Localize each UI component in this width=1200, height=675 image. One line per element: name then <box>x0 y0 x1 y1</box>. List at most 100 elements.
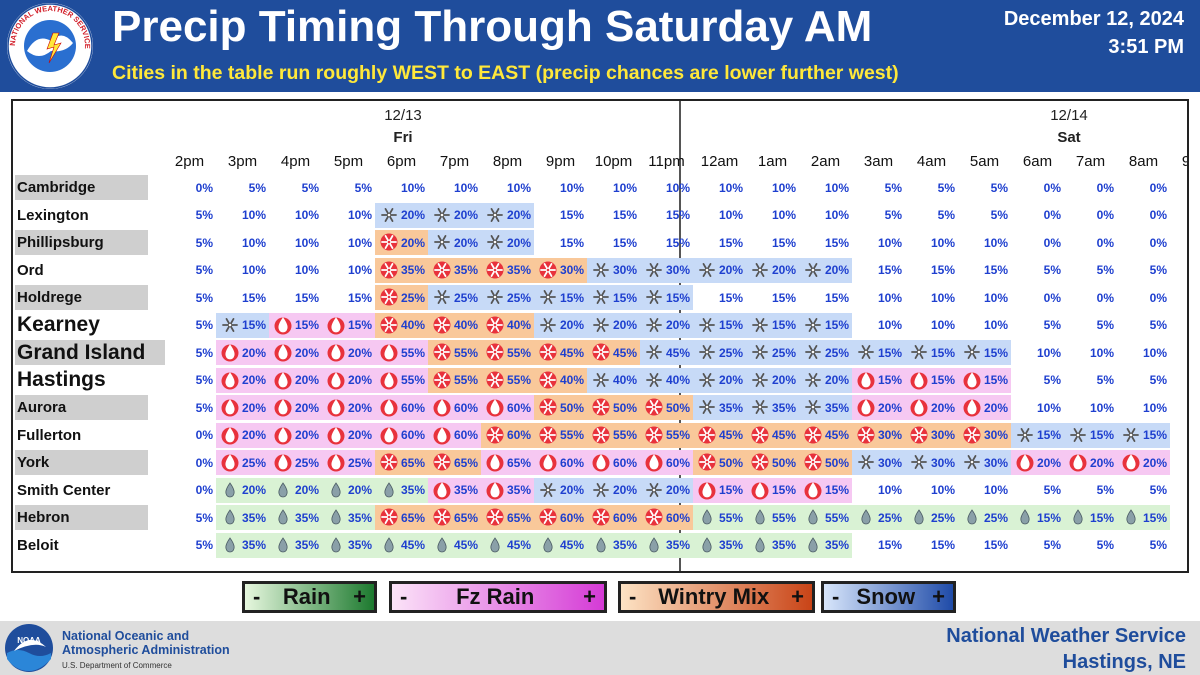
forecast-cell: 55% <box>375 340 428 365</box>
forecast-cell: 5% <box>958 175 1011 200</box>
precip-chance: 35% <box>294 538 319 552</box>
legend-label: Fz Rain <box>456 584 535 609</box>
forecast-cell: 20% <box>905 395 958 420</box>
forecast-cell: 45% <box>534 340 587 365</box>
city-label: Phillipsburg <box>15 230 148 255</box>
precip-chance: 15% <box>983 373 1008 387</box>
raindrop-icon <box>225 536 235 552</box>
forecast-cell: 0% <box>1064 175 1117 200</box>
precip-chance: 25% <box>718 345 743 360</box>
precip-chance: 15% <box>771 483 796 497</box>
precip-chance: 35% <box>347 538 372 552</box>
forecast-cell: 15% <box>216 312 269 338</box>
forecast-cell: 20% <box>481 202 534 228</box>
snowflake-icon <box>911 345 927 359</box>
precip-chance: 5% <box>1149 263 1167 277</box>
precip-chance: 5% <box>937 208 955 222</box>
legend-minus: - <box>832 584 840 609</box>
forecast-cell: 0% <box>1170 230 1187 255</box>
forecast-cell: 20% <box>322 395 375 420</box>
snowflake-icon <box>752 317 768 332</box>
forecast-cell: 5% <box>1011 478 1064 503</box>
forecast-cell: 20% <box>1117 450 1170 475</box>
forecast-cell: 15% <box>799 312 852 338</box>
forecast-cell: 35% <box>693 532 746 558</box>
precip-chance: 60% <box>612 455 637 470</box>
precip-chance: 15% <box>1089 428 1114 442</box>
precip-chance: 10% <box>241 235 266 250</box>
precip-chance: 45% <box>453 538 478 552</box>
legend-plus: + <box>791 584 804 609</box>
freezing-rain-icon <box>327 316 345 334</box>
precip-chance: 30% <box>612 263 637 277</box>
snowflake-icon <box>699 400 715 414</box>
forecast-cell: 0% <box>1170 478 1187 503</box>
forecast-cell: 15% <box>799 477 852 503</box>
forecast-cell: 60% <box>534 450 587 475</box>
day-name: Fri <box>393 129 413 146</box>
forecast-cell: 5% <box>852 203 905 228</box>
forecast-cell: 5% <box>163 258 216 283</box>
precip-chance: 45% <box>824 428 849 442</box>
precip-chance: 20% <box>930 400 955 415</box>
precip-chance: 5% <box>1149 483 1167 497</box>
precip-chance: 5% <box>1043 373 1061 387</box>
forecast-cell: 35% <box>322 505 375 530</box>
forecast-cell: 20% <box>693 257 746 283</box>
forecast-cell: 15% <box>534 230 587 255</box>
forecast-cell: 0% <box>1064 285 1117 310</box>
wintry-mix-icon <box>698 453 716 471</box>
precip-chance: 15% <box>771 235 796 250</box>
wintry-mix-icon <box>433 316 451 333</box>
forecast-cell: 50% <box>587 395 640 420</box>
forecast-cell: 45% <box>693 422 746 448</box>
forecast-cell: 0% <box>1170 313 1187 338</box>
precip-chance: 45% <box>559 345 584 360</box>
precip-chance: 5% <box>1043 318 1061 332</box>
precip-chance: 5% <box>1043 538 1061 552</box>
forecast-cell: 5% <box>1064 478 1117 503</box>
snowflake-icon <box>964 345 980 359</box>
precip-chance: 55% <box>506 373 531 387</box>
forecast-cell: 55% <box>428 367 481 393</box>
forecast-cell: 15% <box>1011 505 1064 530</box>
forecast-cell: 10% <box>375 175 428 200</box>
precip-chance: 15% <box>347 290 372 305</box>
forecast-cell: 60% <box>534 505 587 530</box>
forecast-cell: 10% <box>958 313 1011 338</box>
nws-line-2: Hastings, NE <box>1062 651 1186 673</box>
forecast-cell: 20% <box>640 477 693 503</box>
freezing-rain-icon <box>751 481 769 499</box>
forecast-cell: 20% <box>746 257 799 283</box>
freezing-rain-icon <box>910 371 928 389</box>
raindrop-icon <box>384 481 394 497</box>
precip-chance: 20% <box>347 428 372 442</box>
forecast-cell: 20% <box>322 340 375 365</box>
forecast-cell: 45% <box>534 532 587 558</box>
precip-chance: 20% <box>506 208 531 222</box>
wintry-mix-icon <box>433 261 451 278</box>
precip-chance: 20% <box>453 235 478 250</box>
forecast-cell: 15% <box>1064 422 1117 448</box>
raindrop-icon <box>808 536 818 552</box>
forecast-cell: 35% <box>481 257 534 283</box>
freezing-rain-icon <box>274 454 292 472</box>
precip-chance: 20% <box>718 373 743 387</box>
city-label: Kearney <box>17 313 100 336</box>
precip-chance: 35% <box>241 510 266 525</box>
noaa-logo-icon: NOAA <box>5 624 53 672</box>
wintry-mix-icon <box>645 508 663 526</box>
precip-chance: 20% <box>453 208 478 222</box>
city-label: Aurora <box>15 395 148 420</box>
precip-chance: 10% <box>930 483 955 497</box>
precip-chance: 10% <box>453 180 478 195</box>
forecast-cell: 50% <box>799 450 852 475</box>
forecast-cell: 35% <box>428 257 481 283</box>
precip-chance: 15% <box>877 538 902 552</box>
raindrop-icon <box>755 509 765 525</box>
precip-chance: 15% <box>983 538 1008 552</box>
snowflake-icon <box>487 235 503 249</box>
forecast-cell: 40% <box>587 367 640 393</box>
forecast-cell: 5% <box>905 175 958 200</box>
forecast-cell: 55% <box>693 505 746 530</box>
